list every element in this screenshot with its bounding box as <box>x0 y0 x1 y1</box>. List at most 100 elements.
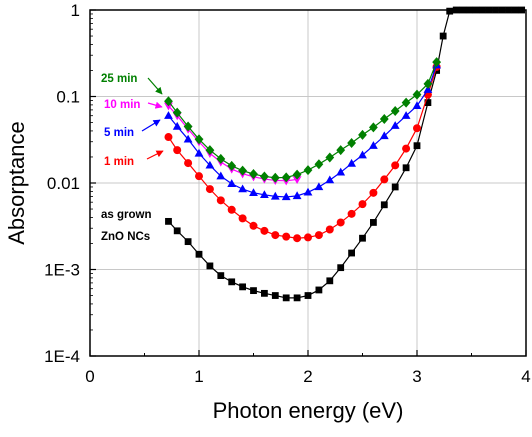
data-point <box>216 196 225 205</box>
data-point <box>336 145 346 156</box>
data-point <box>348 249 355 257</box>
data-point <box>184 238 192 246</box>
data-point <box>325 152 335 163</box>
data-point <box>194 148 204 157</box>
series-line <box>168 65 438 198</box>
series-label-arrow <box>147 101 163 109</box>
data-point <box>260 190 269 199</box>
data-point <box>446 7 454 15</box>
data-point <box>439 32 447 40</box>
series-line <box>168 61 438 179</box>
data-point <box>195 250 203 258</box>
data-point <box>281 172 291 183</box>
data-point <box>270 191 280 200</box>
x-tick-label: 2 <box>303 367 312 386</box>
data-point <box>358 129 367 140</box>
data-point <box>390 121 400 129</box>
data-point <box>380 175 389 184</box>
data-point <box>369 141 378 149</box>
data-point <box>380 201 388 209</box>
data-point <box>173 146 182 155</box>
data-point <box>402 164 410 172</box>
y-tick-label: 1 <box>71 1 80 20</box>
data-point <box>369 188 378 197</box>
data-point <box>379 113 389 124</box>
series-label: 25 min <box>101 73 137 85</box>
series-line <box>168 9 522 299</box>
series <box>164 57 442 183</box>
data-point <box>401 97 411 108</box>
data-point <box>164 96 173 107</box>
data-point <box>325 225 334 234</box>
data-point <box>347 209 356 218</box>
data-point <box>359 234 366 242</box>
data-point <box>164 133 173 142</box>
data-point <box>413 142 421 150</box>
data-point <box>292 191 302 200</box>
data-point <box>292 176 302 185</box>
axis-ticks: 0 1 2 3 4 1E-4 1E-3 0.01 0.1 1 <box>44 1 531 386</box>
data-point <box>347 158 356 167</box>
data-point <box>326 277 334 285</box>
data-point <box>228 278 236 286</box>
data-point <box>165 217 172 225</box>
data-point <box>260 171 269 182</box>
data-point <box>183 121 193 132</box>
grid-lines <box>90 10 526 356</box>
y-axis-title: Absorptance <box>4 121 29 245</box>
data-point <box>205 160 215 169</box>
data-point <box>194 134 204 145</box>
data-point <box>216 153 226 164</box>
data-point <box>370 219 377 226</box>
y-tick-label: 0.1 <box>56 88 80 107</box>
data-point <box>423 78 433 89</box>
data-point <box>293 234 302 243</box>
data-point <box>250 287 257 295</box>
data-point <box>304 233 312 242</box>
data-point <box>282 294 290 302</box>
data-point <box>239 283 246 291</box>
data-point <box>195 172 203 181</box>
data-point <box>358 200 367 209</box>
data-point <box>314 231 323 240</box>
data-point <box>391 161 400 170</box>
data-point <box>293 294 301 302</box>
data-point <box>315 286 323 294</box>
series <box>164 62 441 243</box>
data-point <box>391 183 399 191</box>
y-tick-label: 1E-4 <box>44 347 80 366</box>
data-point <box>205 185 214 194</box>
data-point <box>270 172 280 183</box>
data-point <box>369 122 378 133</box>
data-point <box>424 99 432 107</box>
series-label: 5 min <box>104 127 134 139</box>
data-point <box>249 188 258 197</box>
data-point <box>271 231 280 240</box>
data-point <box>390 105 400 116</box>
data-point <box>216 171 226 180</box>
data-point <box>402 144 411 153</box>
data-point <box>238 214 247 223</box>
data-point <box>401 111 411 119</box>
y-tick-label: 1E-3 <box>44 261 80 280</box>
data-point <box>184 159 193 168</box>
data-point <box>238 165 247 176</box>
data-point <box>183 134 193 143</box>
data-point <box>206 262 214 270</box>
data-point <box>304 292 312 299</box>
data-point <box>238 184 247 193</box>
series-label-arrow <box>147 77 163 95</box>
x-tick-label: 0 <box>85 367 94 386</box>
series-labels: as grown ZnO NCs 1 min 5 min 10 min 25 min <box>101 73 164 243</box>
data-point <box>292 169 302 180</box>
data-point <box>303 165 313 176</box>
series-label: as grown <box>101 209 151 221</box>
series <box>164 60 442 201</box>
series-label: 1 min <box>104 156 134 168</box>
data-point <box>413 124 421 133</box>
data-point <box>336 218 345 227</box>
data-series <box>164 6 526 302</box>
data-point <box>217 272 225 280</box>
series-label-arrow <box>146 150 164 160</box>
data-point <box>249 221 258 230</box>
